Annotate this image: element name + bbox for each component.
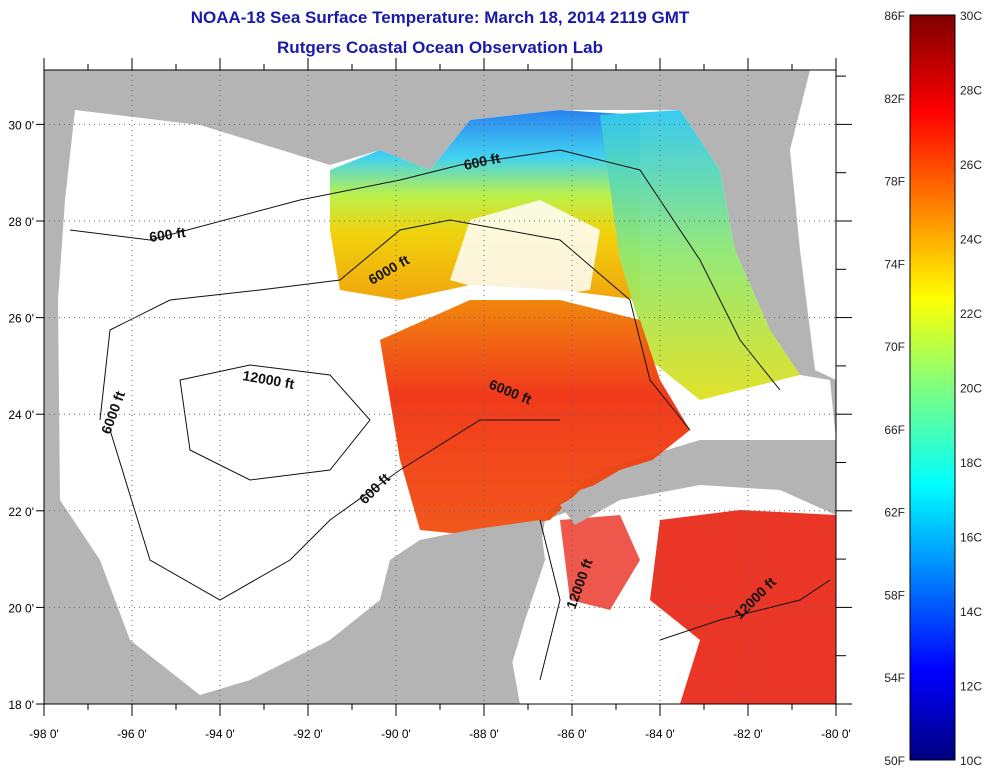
colorbar-fahrenheit-label: 70F	[884, 340, 905, 354]
lon-tick-label: -96 0'	[117, 727, 147, 741]
bathymetry-contours	[69, 149, 831, 681]
lat-tick-label: 22 0'	[8, 505, 34, 519]
lon-tick-label: -94 0'	[205, 727, 235, 741]
lon-tick-label: -90 0'	[381, 727, 411, 741]
lon-tick-label: -92 0'	[293, 727, 323, 741]
map-subtitle: Rutgers Coastal Ocean Observation Lab	[277, 38, 603, 57]
colorbar-celsius-label: 24C	[960, 233, 982, 247]
lat-tick-label: 28 0'	[8, 215, 34, 229]
colorbar-fahrenheit-label: 74F	[884, 257, 905, 271]
colorbar-celsius-label: 28C	[960, 84, 982, 98]
colorbar-fahrenheit-label: 82F	[884, 92, 905, 106]
lat-tick-label: 18 0'	[8, 698, 34, 712]
colorbar-celsius-label: 20C	[960, 382, 982, 396]
lon-tick-label: -84 0'	[645, 727, 675, 741]
colorbar-celsius-label: 26C	[960, 158, 982, 172]
colorbar-celsius-label: 12C	[960, 680, 982, 694]
colorbar	[909, 14, 956, 761]
lat-tick-label: 26 0'	[8, 312, 34, 326]
atlantic-ocean	[790, 70, 836, 380]
sst-gap-clouds	[450, 200, 600, 300]
colorbar-fahrenheit-label: 66F	[884, 423, 905, 437]
lon-tick-label: -80 0'	[821, 727, 851, 741]
colorbar-celsius-label: 10C	[960, 754, 982, 768]
colorbar-fahrenheit-label: 50F	[884, 754, 905, 768]
lat-tick-label: 30 0'	[8, 118, 34, 132]
sst-caribbean-red	[650, 510, 836, 704]
lon-tick-label: -88 0'	[469, 727, 499, 741]
sst-yucatan-channel	[560, 515, 640, 610]
lon-tick-label: -82 0'	[733, 727, 763, 741]
colorbar-celsius-label: 16C	[960, 531, 982, 545]
colorbar-fahrenheit-label: 78F	[884, 175, 905, 189]
lat-tick-label: 20 0'	[8, 601, 34, 615]
colorbar-celsius-label: 18C	[960, 456, 982, 470]
colorbar-fahrenheit-label: 58F	[884, 588, 905, 602]
colorbar-celsius-label: 22C	[960, 307, 982, 321]
colorbar-celsius-label: 30C	[960, 9, 982, 23]
colorbar-fahrenheit-label: 86F	[884, 9, 905, 23]
lat-tick-label: 24 0'	[8, 408, 34, 422]
map-title: NOAA-18 Sea Surface Temperature: March 1…	[190, 8, 690, 27]
cuba-land	[560, 440, 836, 525]
colorbar-celsius-label: 14C	[960, 605, 982, 619]
colorbar-fahrenheit-label: 54F	[884, 671, 905, 685]
sst-east-band	[600, 110, 800, 400]
graticule	[44, 70, 836, 704]
contour-label: 600 ft	[462, 150, 501, 173]
lon-tick-label: -86 0'	[557, 727, 587, 741]
lon-tick-label: -98 0'	[29, 727, 59, 741]
colorbar-fahrenheit-label: 62F	[884, 506, 905, 520]
contour-label: 600 ft	[148, 224, 187, 245]
